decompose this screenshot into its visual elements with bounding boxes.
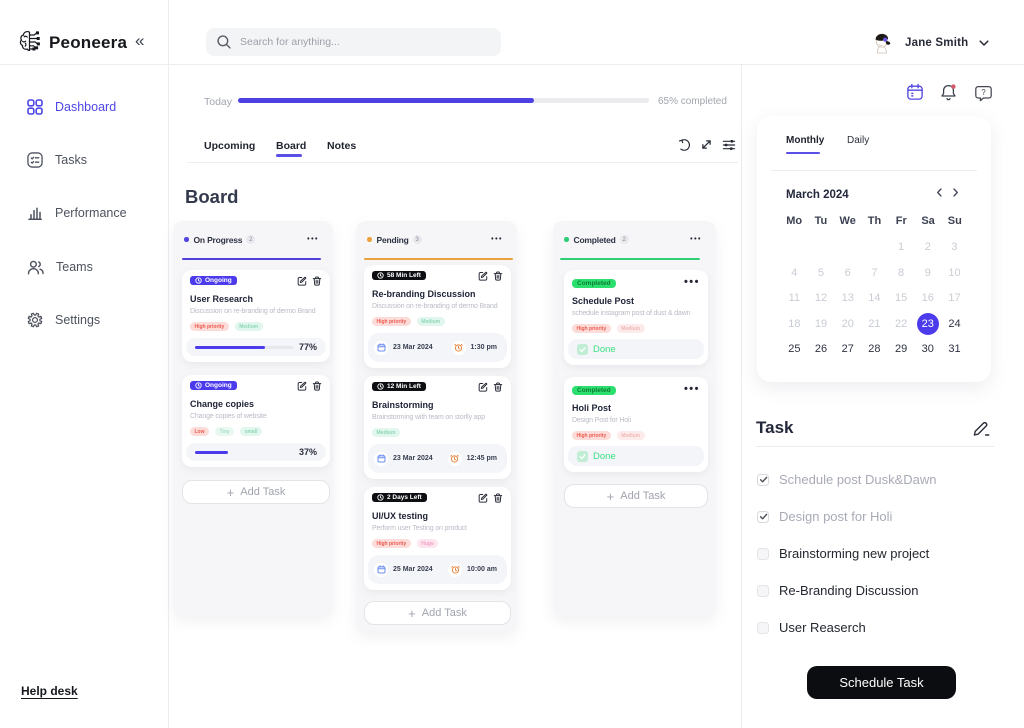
svg-text:?: ?	[981, 88, 986, 97]
